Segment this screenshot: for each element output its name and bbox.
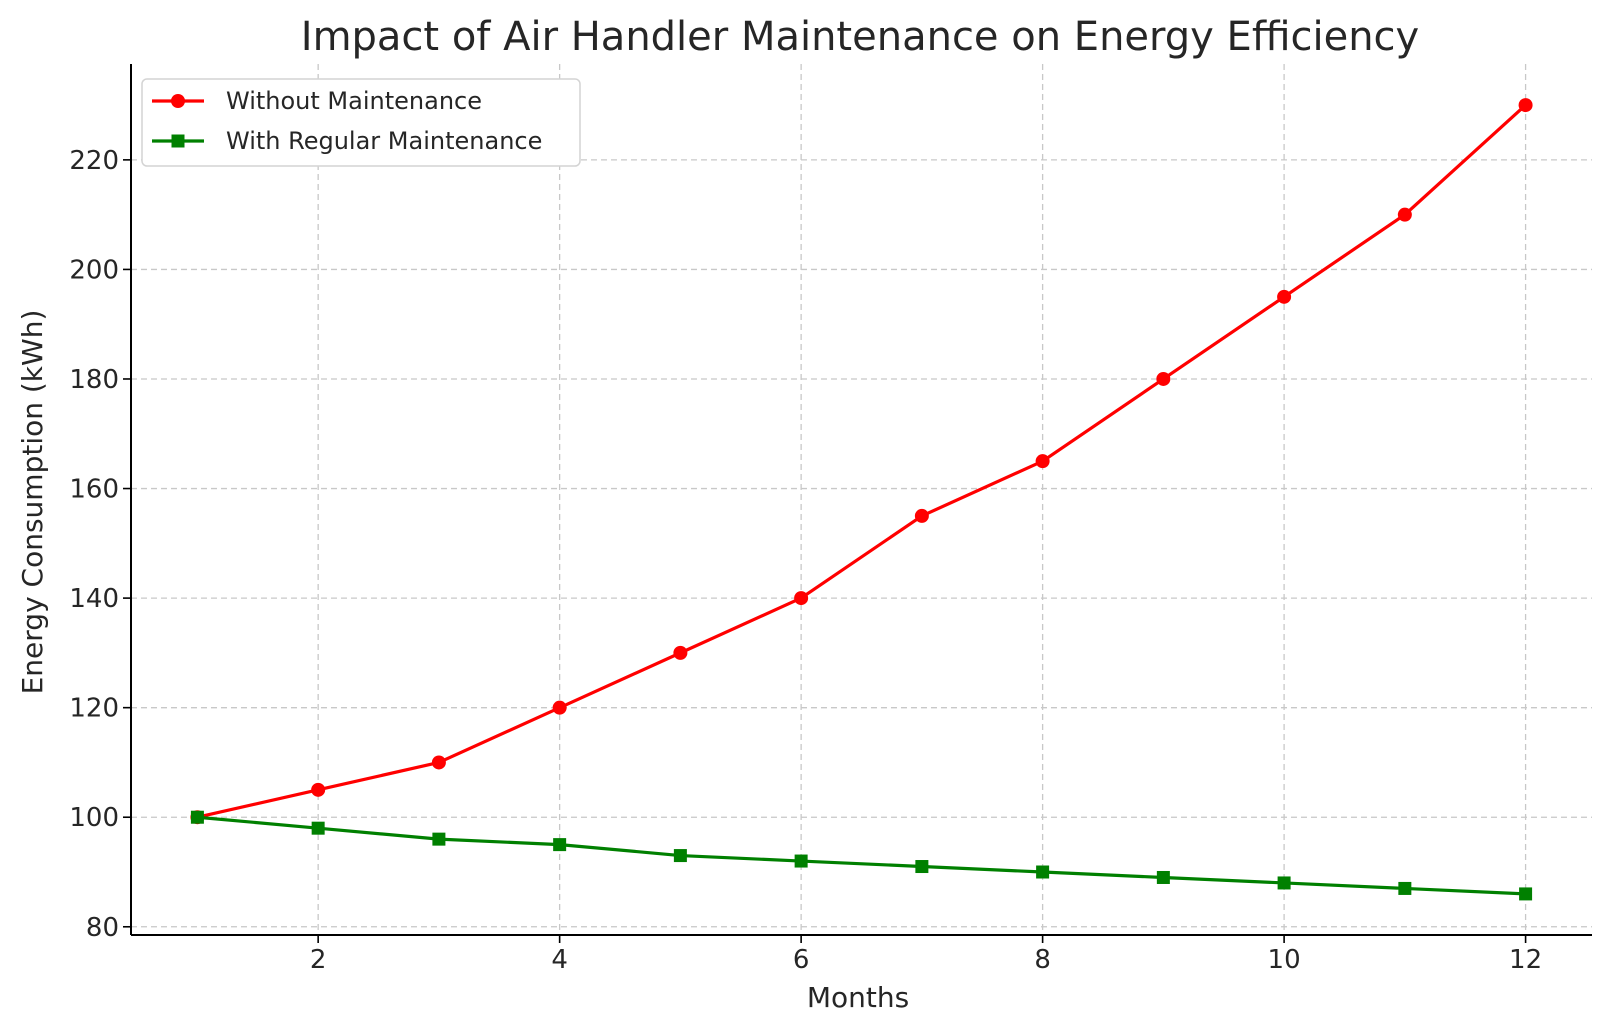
y-tick-label: 200 xyxy=(69,255,119,285)
data-point xyxy=(1036,865,1050,879)
legend-item: With Regular Maintenance xyxy=(152,127,542,155)
y-tick-label: 80 xyxy=(86,913,119,943)
series-without-maintenance xyxy=(190,98,1533,825)
data-point xyxy=(794,854,808,868)
x-tick-label: 2 xyxy=(310,945,327,975)
axes: 2 4 6 8 10 12 80 100 120 140 160 180 200 220 xyxy=(69,64,1592,975)
data-point xyxy=(190,810,204,824)
y-axis-label: Energy Consumption (kWh) xyxy=(16,310,49,695)
y-tick-label: 160 xyxy=(69,475,119,505)
data-point xyxy=(432,832,446,846)
x-tick-label: 10 xyxy=(1268,945,1301,975)
data-point xyxy=(1035,454,1050,469)
legend: Without Maintenance With Regular Maintena… xyxy=(141,78,581,167)
legend-item: Without Maintenance xyxy=(152,87,482,115)
legend-box xyxy=(141,78,581,167)
data-point xyxy=(1156,371,1171,386)
data-point xyxy=(431,755,446,770)
x-tick-label: 12 xyxy=(1509,945,1542,975)
data-point xyxy=(311,821,325,835)
series-line xyxy=(197,815,1526,896)
legend-marker xyxy=(171,94,185,108)
series-line xyxy=(197,103,1527,819)
data-point xyxy=(1518,98,1533,113)
chart-title: Impact of Air Handler Maintenance on Ene… xyxy=(301,14,1419,60)
x-tick-label: 6 xyxy=(793,945,810,975)
data-point xyxy=(915,860,929,874)
y-tick-label: 140 xyxy=(69,584,119,614)
legend-marker xyxy=(171,134,185,148)
y-tick-label: 180 xyxy=(69,365,119,395)
data-point xyxy=(794,591,809,606)
series-with-regular-maintenance xyxy=(190,810,1533,901)
data-point xyxy=(673,645,688,660)
y-tick-label: 220 xyxy=(69,146,119,176)
data-point xyxy=(1156,870,1170,884)
data-point xyxy=(553,838,567,852)
legend-label: Without Maintenance xyxy=(226,87,482,115)
data-point xyxy=(1277,876,1291,890)
data-point xyxy=(914,508,929,523)
x-axis-label: Months xyxy=(807,981,909,1014)
x-tick-label: 4 xyxy=(551,945,568,975)
data-point xyxy=(552,700,567,715)
legend-label: With Regular Maintenance xyxy=(226,127,542,155)
data-point xyxy=(311,782,326,797)
data-series xyxy=(190,98,1533,901)
y-tick-label: 100 xyxy=(69,803,119,833)
data-point xyxy=(1519,887,1533,901)
data-point xyxy=(1397,207,1412,222)
data-point xyxy=(1398,881,1412,895)
data-point xyxy=(1277,289,1292,304)
x-tick-label: 8 xyxy=(1034,945,1051,975)
data-point xyxy=(673,849,687,863)
y-tick-label: 120 xyxy=(69,694,119,724)
grid-lines xyxy=(131,64,1592,935)
